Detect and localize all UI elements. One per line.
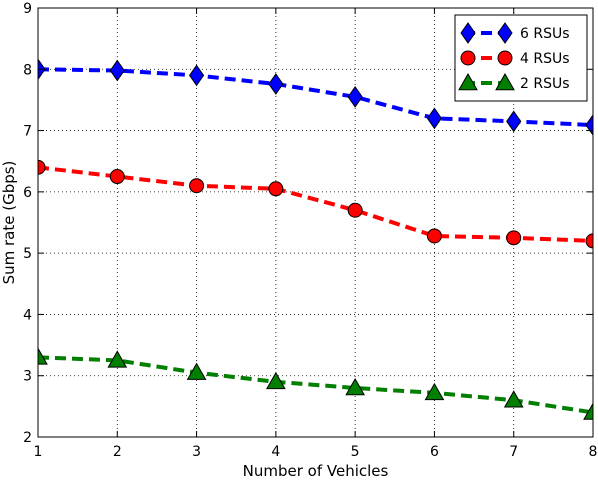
plot-frame <box>37 7 594 438</box>
legend-marker <box>495 72 515 91</box>
data-point <box>506 110 522 133</box>
y-tick-label: 7 <box>23 124 32 140</box>
legend-box <box>454 14 588 102</box>
data-point <box>585 114 593 136</box>
grid <box>38 8 593 437</box>
series-4-rsus <box>38 159 593 249</box>
legend-label: 6 RSUs <box>520 26 570 42</box>
x-tick-label: 5 <box>351 444 360 460</box>
series-line <box>38 165 593 243</box>
legend-entry: 2 RSUs <box>458 72 570 92</box>
x-tick-label: 6 <box>430 444 439 460</box>
y-tick-label: 6 <box>23 185 32 201</box>
data-point <box>38 159 46 175</box>
x-tick-label: 3 <box>192 444 201 460</box>
series-2-rsus <box>38 347 593 420</box>
series-line <box>38 355 593 415</box>
series-line <box>38 67 593 128</box>
x-tick-label: 2 <box>113 444 122 460</box>
x-tick-label: 7 <box>509 444 518 460</box>
legend: 6 RSUs 4 RSUs 2 RSUs <box>454 14 588 102</box>
plot-series <box>38 58 593 420</box>
data-point <box>426 228 442 244</box>
data-point <box>109 169 125 185</box>
y-axis-label: Sum rate (Gbps) <box>0 161 18 285</box>
data-point <box>265 371 286 390</box>
y-tick-label: 4 <box>23 307 32 323</box>
y-tick-label: 8 <box>23 62 32 78</box>
data-point <box>188 64 205 87</box>
legend-label: 2 RSUs <box>520 76 570 92</box>
data-point <box>109 59 125 82</box>
data-point <box>426 107 443 130</box>
data-point <box>506 230 522 246</box>
data-point <box>107 350 128 368</box>
data-point <box>347 85 363 108</box>
data-point <box>345 377 366 396</box>
data-point <box>268 181 284 197</box>
legend-entry: 4 RSUs <box>460 50 570 67</box>
y-tick-label: 3 <box>23 369 32 385</box>
x-tick-label: 4 <box>271 444 280 460</box>
data-point <box>503 390 524 408</box>
x-axis-label: Number of Vehicles <box>243 462 389 480</box>
y-tick-label: 5 <box>23 246 32 262</box>
legend-marker <box>458 72 478 91</box>
y-tick-label: 9 <box>23 1 32 17</box>
data-point <box>347 202 363 218</box>
y-tick-label: 2 <box>23 430 32 446</box>
data-point <box>583 402 593 420</box>
x-tick-label: 1 <box>34 444 43 460</box>
legend-label: 4 RSUs <box>520 51 570 67</box>
data-point <box>186 362 207 380</box>
legend-marker <box>497 50 513 66</box>
x-tick-label: 8 <box>589 444 598 460</box>
legend-entry: 6 RSUs <box>460 22 570 44</box>
data-point <box>38 347 48 365</box>
data-point <box>585 233 593 249</box>
legend-marker <box>460 22 476 44</box>
data-point <box>424 382 445 401</box>
legend-marker <box>460 50 476 66</box>
data-point <box>189 178 205 194</box>
data-point <box>268 73 284 95</box>
legend-marker <box>497 22 513 44</box>
series-6-rsus <box>38 58 593 136</box>
